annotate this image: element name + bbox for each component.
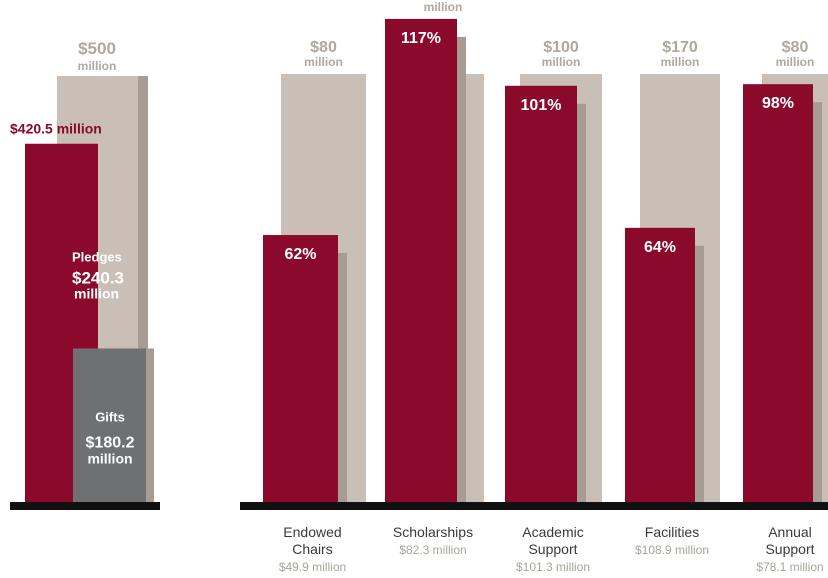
category-label-0-0: Endowed	[283, 524, 341, 540]
raised-amount-1: $82.3 million	[399, 543, 466, 557]
right-baseline	[240, 502, 828, 510]
percent-label-4: 98%	[762, 95, 794, 112]
raised-bar-shadow-0	[338, 253, 347, 502]
pledges-name: Pledges	[72, 250, 122, 265]
raised-amount-0: $49.9 million	[279, 560, 346, 574]
gifts-name: Gifts	[95, 409, 125, 424]
goal-unit: million	[78, 59, 117, 73]
goal-value-0: $80	[310, 39, 337, 56]
goal-unit-3: million	[661, 55, 700, 69]
gifts-bar-shadow	[146, 348, 154, 502]
left-baseline	[10, 502, 160, 510]
raised-bar-4	[743, 84, 813, 502]
goal-label: $500	[78, 39, 116, 58]
gifts-unit: million	[87, 450, 132, 466]
category-label-0-1: Chairs	[292, 541, 332, 557]
raised-bar-shadow-3	[695, 245, 704, 502]
goal-bar-shadow	[138, 76, 148, 502]
pledges-value: $240.3	[72, 269, 124, 288]
raised-bar-1	[385, 18, 457, 502]
percent-label-0: 62%	[284, 246, 316, 263]
raised-bar-0	[263, 235, 338, 502]
raised-bar-shadow-2	[577, 103, 586, 502]
category-label-4-0: Annual	[768, 524, 812, 540]
raised-total-label: $420.5 million	[10, 121, 102, 137]
gifts-bar	[73, 348, 146, 502]
category-label-2-0: Academic	[522, 524, 583, 540]
category-label-3-0: Facilities	[645, 524, 699, 540]
category-label-1-0: Scholarships	[393, 524, 473, 540]
raised-amount-4: $78.1 million	[756, 560, 823, 574]
raised-bar-3	[625, 227, 695, 502]
raised-bar-shadow-1	[457, 36, 466, 502]
goal-value-2: $100	[543, 39, 579, 56]
gifts-value: $180.2	[86, 434, 135, 451]
goal-unit-0: million	[304, 55, 343, 69]
goal-unit-1: million	[424, 0, 463, 14]
raised-bar-shadow-4	[813, 102, 822, 502]
goal-unit-4: million	[776, 55, 815, 69]
goal-value-3: $170	[662, 39, 698, 56]
goal-unit-2: million	[542, 55, 581, 69]
raised-amount-2: $101.3 million	[516, 560, 590, 574]
percent-label-2: 101%	[521, 97, 562, 114]
goal-value-1: $70	[430, 0, 457, 1]
percent-label-3: 64%	[644, 239, 676, 256]
goal-value-4: $80	[782, 39, 809, 56]
category-label-2-1: Support	[528, 541, 577, 557]
pledges-unit: million	[74, 286, 119, 302]
percent-label-1: 117%	[401, 30, 441, 47]
category-label-4-1: Support	[765, 541, 814, 557]
raised-amount-3: $108.9 million	[635, 543, 709, 557]
raised-bar-2	[505, 85, 577, 502]
